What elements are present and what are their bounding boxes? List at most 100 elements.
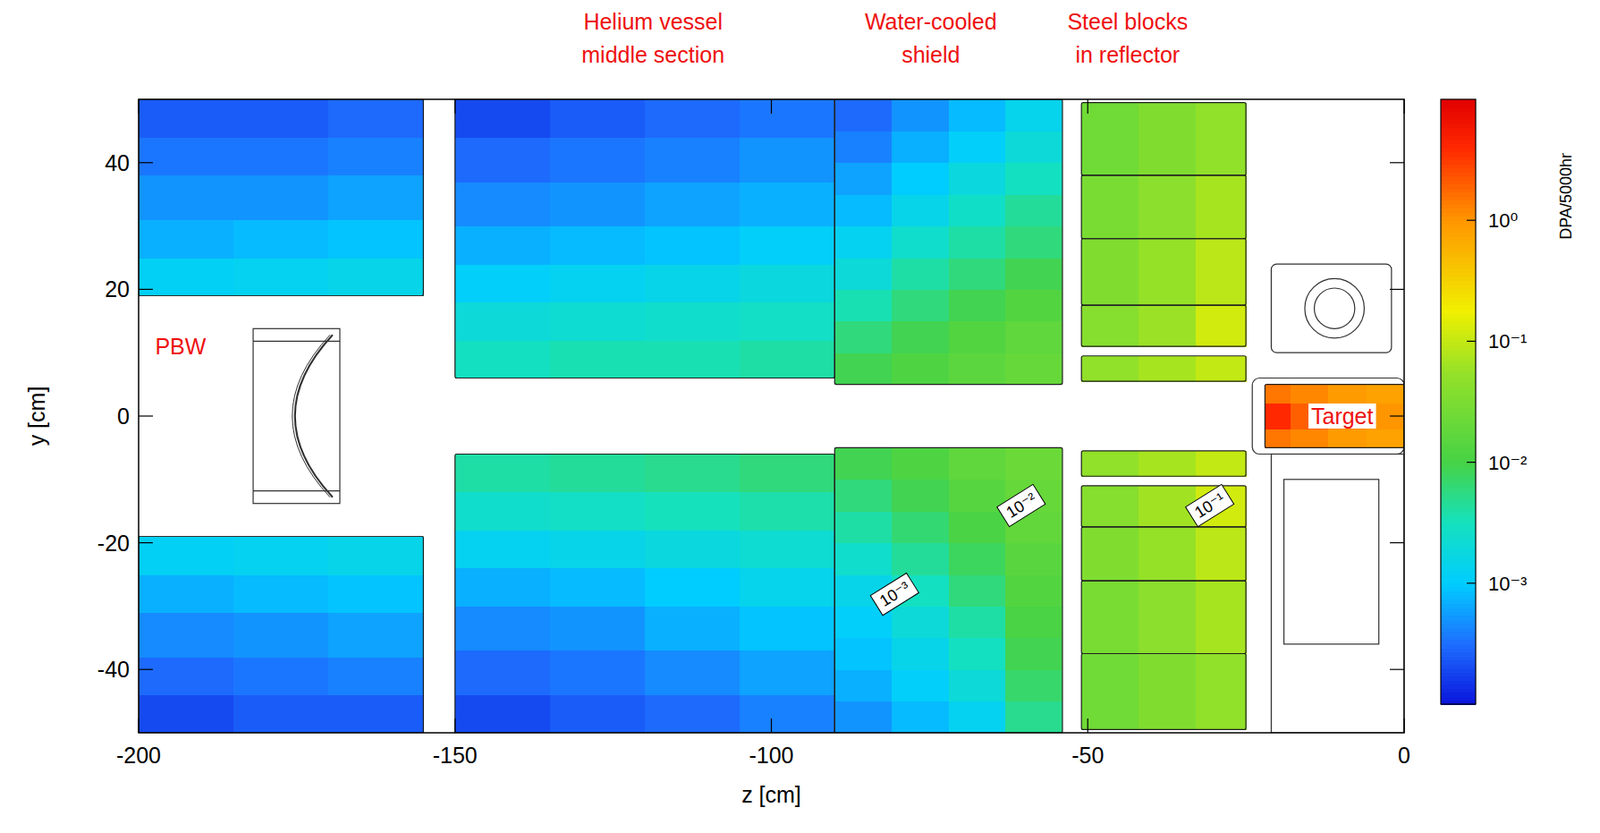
colorbar-slice bbox=[1440, 651, 1476, 656]
colorbar-slice bbox=[1440, 337, 1476, 342]
x-tick bbox=[770, 718, 772, 733]
heat-cell bbox=[644, 302, 741, 341]
y-tick-label: 40 bbox=[104, 150, 130, 176]
heat-cell bbox=[550, 263, 646, 303]
heat-cell bbox=[1005, 637, 1063, 670]
colorbar-slice bbox=[1440, 187, 1476, 193]
heat-cell bbox=[1264, 384, 1291, 405]
heat-cell bbox=[948, 352, 1007, 385]
colorbar-slice bbox=[1440, 364, 1476, 370]
heat-cell bbox=[891, 321, 949, 354]
colorbar-slice bbox=[1440, 417, 1476, 423]
colorbar-slice bbox=[1440, 216, 1476, 221]
x-tick bbox=[1403, 99, 1405, 114]
heat-cell bbox=[644, 529, 741, 568]
heat-cell bbox=[739, 605, 836, 651]
heat-cell bbox=[739, 529, 836, 568]
heat-cell bbox=[1005, 701, 1063, 733]
colorbar-slice bbox=[1440, 542, 1476, 548]
colorbar-slice bbox=[1440, 586, 1476, 592]
x-tick bbox=[1403, 718, 1405, 733]
colorbar-slice bbox=[1440, 369, 1476, 374]
colorbar-slice bbox=[1440, 385, 1476, 390]
heat-cell bbox=[891, 542, 949, 576]
contour-label: 10⁻² bbox=[997, 483, 1046, 526]
colorbar-slice bbox=[1440, 332, 1476, 338]
colorbar-tick bbox=[1466, 220, 1476, 221]
heat-cell bbox=[138, 136, 235, 176]
heat-cell bbox=[739, 694, 836, 733]
region-label: PBW bbox=[154, 333, 206, 359]
heat-cell bbox=[1005, 321, 1063, 354]
geometry-rect bbox=[1252, 378, 1405, 455]
heat-cell bbox=[891, 479, 949, 512]
colorbar-slice bbox=[1440, 372, 1476, 378]
y-tick bbox=[138, 541, 153, 543]
colorbar-slice bbox=[1440, 526, 1476, 532]
colorbar-slice bbox=[1440, 268, 1476, 273]
colorbar-slice bbox=[1440, 647, 1476, 652]
heat-cell bbox=[1005, 542, 1063, 576]
block-outline bbox=[834, 447, 1063, 733]
block-outline bbox=[1081, 653, 1246, 730]
geometry-rect bbox=[1270, 263, 1391, 353]
heat-cell bbox=[891, 510, 949, 543]
heat-cell bbox=[834, 194, 892, 227]
heat-cell bbox=[138, 175, 235, 221]
heat-cell bbox=[1264, 403, 1291, 430]
colorbar-slice bbox=[1440, 558, 1476, 564]
heat-cell bbox=[328, 536, 424, 576]
heat-cell bbox=[644, 694, 741, 733]
contour-label-text: 10⁻³ bbox=[876, 577, 914, 610]
block-outline bbox=[834, 99, 1063, 385]
heat-cell bbox=[455, 302, 551, 341]
heat-cell bbox=[834, 162, 892, 195]
block-outline bbox=[1081, 304, 1246, 347]
colorbar-slice bbox=[1440, 446, 1476, 451]
heat-cell bbox=[550, 491, 646, 531]
colorbar-slice bbox=[1440, 534, 1476, 540]
heat-cell bbox=[455, 226, 551, 265]
colorbar-slice bbox=[1440, 462, 1476, 467]
heat-cell bbox=[644, 181, 741, 227]
block-outline bbox=[1081, 102, 1246, 176]
colorbar-slice bbox=[1440, 659, 1476, 664]
colorbar-slice bbox=[1440, 425, 1476, 431]
colorbar-slice bbox=[1440, 184, 1476, 189]
region-heading-line: Steel blocks bbox=[1066, 8, 1188, 34]
colorbar-slice bbox=[1440, 457, 1476, 463]
y-tick bbox=[138, 161, 153, 163]
x-tick-label: -100 bbox=[748, 742, 794, 768]
heat-cell bbox=[1005, 605, 1063, 638]
colorbar-slice bbox=[1440, 272, 1476, 278]
heat-cell bbox=[948, 605, 1007, 638]
region-heading-line: Water-cooled bbox=[864, 8, 998, 34]
heat-cell bbox=[1328, 384, 1367, 405]
heat-cell bbox=[1005, 668, 1063, 702]
colorbar-slice bbox=[1440, 176, 1476, 181]
colorbar-slice bbox=[1440, 276, 1476, 281]
colorbar-slice bbox=[1440, 643, 1476, 648]
heat-cell bbox=[233, 611, 330, 657]
heat-cell bbox=[233, 694, 330, 733]
heat-cell bbox=[1005, 194, 1063, 227]
colorbar-slice bbox=[1440, 195, 1476, 201]
block-outline bbox=[1081, 355, 1246, 381]
heat-cell bbox=[1138, 304, 1196, 348]
heat-cell bbox=[1138, 653, 1196, 730]
heat-cell bbox=[1195, 580, 1247, 654]
heat-cell bbox=[455, 453, 551, 492]
colorbar-slice bbox=[1440, 292, 1476, 297]
colorbar-slice bbox=[1440, 260, 1476, 265]
colorbar-slice bbox=[1440, 422, 1476, 427]
heat-cell bbox=[948, 130, 1007, 163]
heat-cell bbox=[834, 226, 892, 259]
colorbar-slice bbox=[1440, 599, 1476, 604]
heat-cell bbox=[328, 574, 424, 613]
heat-cell bbox=[550, 136, 646, 182]
heat-cell bbox=[1005, 257, 1063, 290]
heat-cell bbox=[1081, 653, 1139, 730]
heat-cell bbox=[455, 136, 551, 182]
heat-cell bbox=[550, 302, 646, 341]
colorbar-slice bbox=[1440, 256, 1476, 262]
